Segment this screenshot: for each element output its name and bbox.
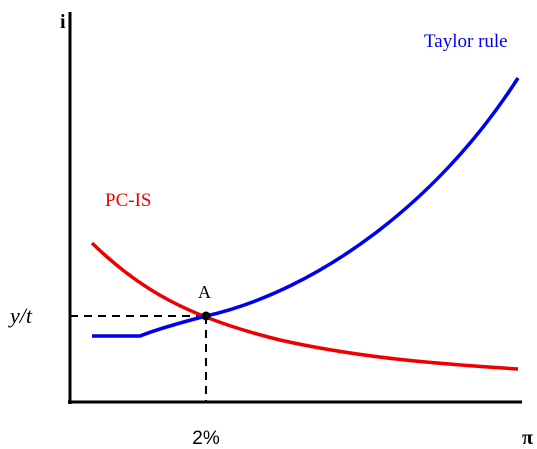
point-label: A: [198, 282, 211, 302]
pc-is-label: PC-IS: [105, 190, 151, 211]
point-a: [201, 311, 211, 321]
taylor-label: Taylor rule: [424, 31, 508, 52]
taylor-curve: [92, 77, 520, 338]
y-axis-label: i: [60, 11, 66, 33]
point-y-label: y/t: [8, 303, 33, 328]
pc-is-curve: [90, 241, 519, 371]
x-axis-label: π: [522, 427, 533, 449]
point-x-label: 2%: [192, 428, 220, 449]
